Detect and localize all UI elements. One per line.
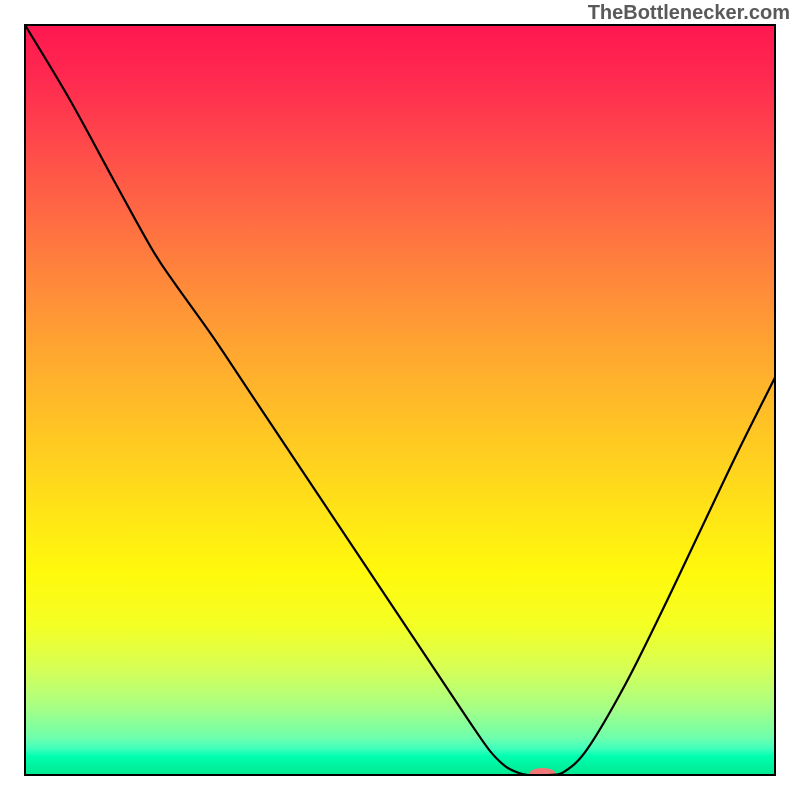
bottleneck-chart <box>0 0 800 800</box>
chart-canvas: TheBottlenecker.com <box>0 0 800 800</box>
watermark-label: TheBottlenecker.com <box>588 2 790 25</box>
plot-background <box>25 25 775 775</box>
